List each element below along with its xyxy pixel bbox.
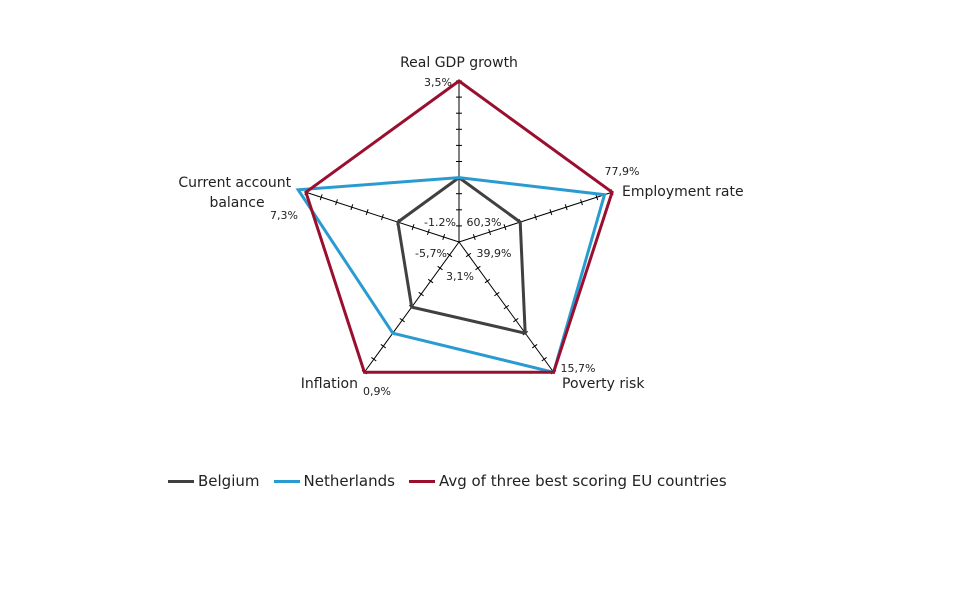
- legend-label-belgium: Belgium: [198, 472, 260, 490]
- axis-tick: [580, 199, 583, 206]
- axis-max-label-current-account: 7,3%: [270, 209, 298, 222]
- axis-name-current-account-balance: Current account balance: [178, 175, 295, 211]
- axis-tick: [595, 194, 599, 201]
- axis-max-label-inflation: 0,9%: [363, 385, 391, 398]
- axis-tick: [399, 317, 405, 323]
- axis-tick: [411, 224, 415, 231]
- axis-tick: [488, 229, 492, 236]
- axis-name-inflation: Inflation: [301, 376, 358, 392]
- axis-max-label-employment: 77,9%: [605, 165, 640, 178]
- axis-tick: [549, 209, 553, 216]
- legend-label-eu-best: Avg of three best scoring EU countries: [438, 472, 727, 490]
- legend-item-eu-best: Avg of three best scoring EU countries: [408, 472, 727, 490]
- axis-max-label-poverty: 15,7%: [561, 362, 596, 375]
- legend-label-netherlands: Netherlands: [303, 472, 395, 490]
- axis-tick: [564, 204, 568, 211]
- axis-tick: [350, 204, 354, 211]
- legend: Belgium Netherlands Avg of three best sc…: [168, 472, 741, 490]
- axis-tick: [494, 291, 500, 297]
- series-line-netherlands: [295, 176, 607, 375]
- axis-name-real-gdp-growth: Real GDP growth: [400, 55, 518, 71]
- axis-tick: [427, 278, 434, 284]
- axis-tick: [503, 304, 510, 310]
- axis-min-label-employment: 60,3%: [467, 216, 502, 229]
- axis-tick: [418, 291, 424, 297]
- legend-swatch-belgium: [168, 479, 194, 483]
- axis-tick: [503, 224, 507, 231]
- axis-tick: [534, 214, 537, 221]
- axis-min-label-current-account: -5,7%: [415, 247, 447, 260]
- legend-swatch-netherlands: [273, 479, 300, 483]
- axis-tick: [465, 252, 472, 258]
- axis-max-label-gdp: 3,5%: [424, 76, 452, 89]
- series-line-avg-of-three-best-scoring-eu-countries: [304, 79, 614, 374]
- axis-name-employment-rate: Employment rate: [622, 184, 744, 200]
- axis-min-label-poverty: 39,9%: [477, 247, 512, 260]
- axis-min-label-gdp: -1.2%: [424, 216, 456, 229]
- legend-item-belgium: Belgium: [168, 472, 260, 490]
- axis-tick: [446, 252, 453, 258]
- axis-tick: [472, 234, 476, 241]
- axis-tick: [319, 194, 323, 201]
- legend-item-netherlands: Netherlands: [273, 472, 395, 490]
- axis-tick: [442, 234, 446, 241]
- axis-tick: [335, 199, 338, 206]
- series-line-belgium: [396, 175, 527, 336]
- axis-tick: [371, 357, 377, 362]
- axis-min-label-inflation: 3,1%: [446, 270, 474, 283]
- axis-tick: [365, 209, 369, 216]
- axis-tick: [531, 344, 538, 349]
- legend-swatch-eu-best: [408, 479, 435, 483]
- axis-tick: [426, 229, 430, 236]
- axis-tick: [475, 265, 481, 271]
- axis-tick: [381, 214, 384, 221]
- axis-tick: [513, 317, 519, 323]
- axis-name-poverty-risk: Poverty risk: [562, 376, 645, 392]
- axis-tick: [437, 265, 443, 271]
- axis-tick: [380, 344, 387, 349]
- axis-tick: [484, 278, 491, 284]
- axis-tick: [541, 357, 547, 362]
